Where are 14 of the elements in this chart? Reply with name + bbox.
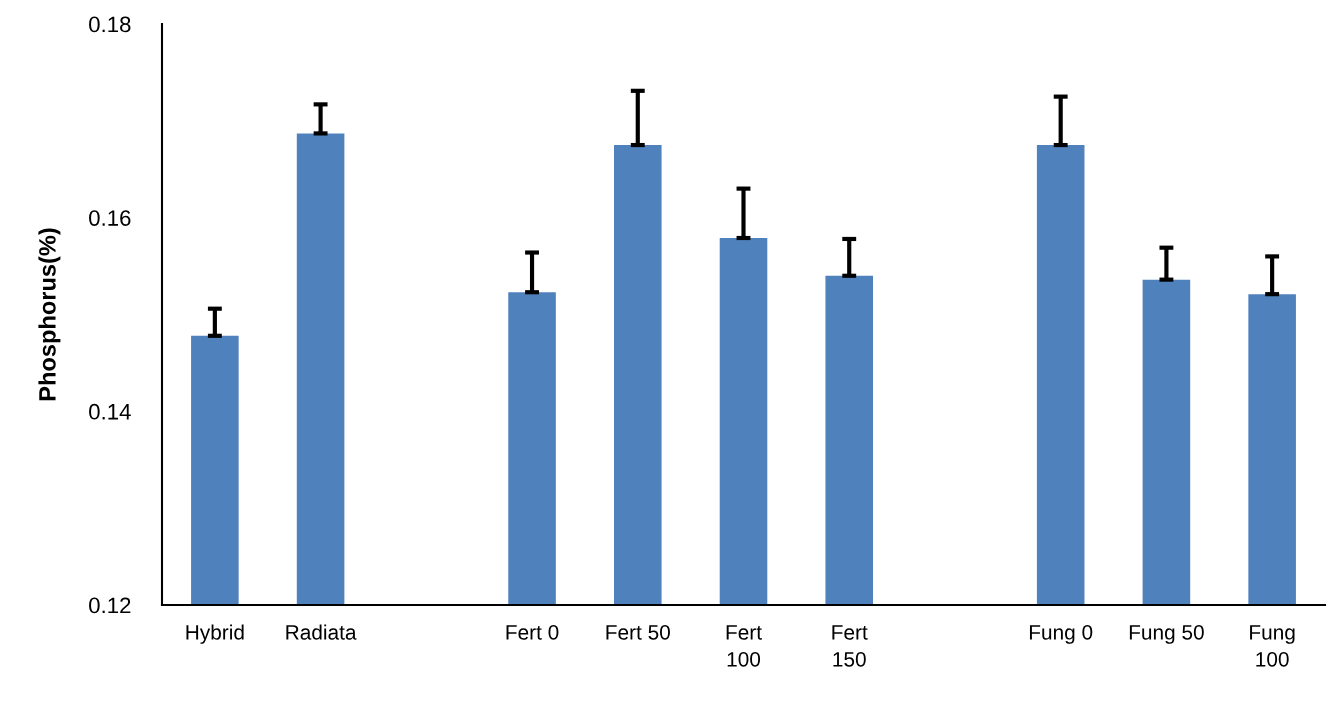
x-tick-label: Radiata [286,624,357,640]
x-tick-label: Fert 150 [832,625,868,667]
y-tick-label: 0.16 [89,210,131,226]
y-tick-label: 0.18 [89,16,131,33]
x-tick-label: Fung 50 [1129,624,1204,644]
x-tick-label: Fert 0 [506,624,559,640]
x-tick-label: Fert 50 [606,624,670,640]
x-tick-label: Hybrid [186,624,244,644]
y-tick-label: 0.12 [89,597,131,614]
x-tick-label: Fung 100 [1250,625,1295,667]
x-tick-label: Fert 100 [726,625,762,667]
x-tick-label: Fung 0 [1029,624,1093,644]
y-axis-title: Phosphorus(%) [38,228,61,401]
y-tick-label: 0.14 [89,403,131,420]
